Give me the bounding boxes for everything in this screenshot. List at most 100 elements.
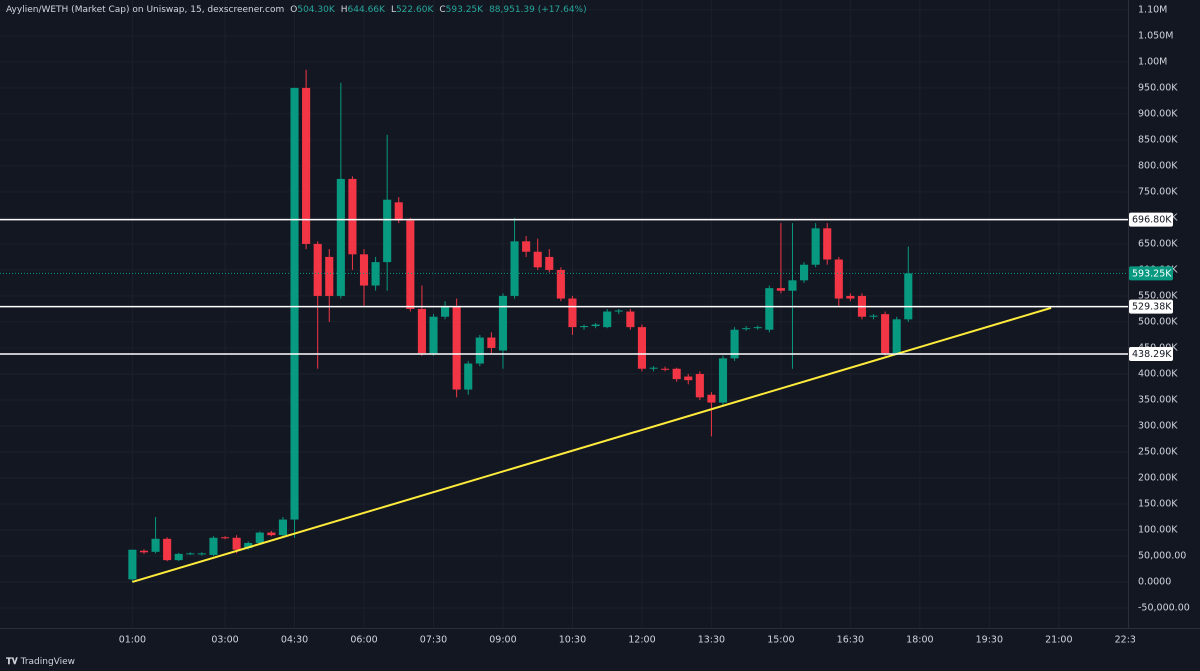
candle-body [406,220,415,309]
candle-body [232,537,241,550]
candle-body [348,178,357,255]
y-tick-label: 750.00K [1138,186,1178,197]
candle-body [255,532,264,543]
candle-body [464,363,473,390]
level-label-box [1129,212,1173,227]
level-label: 529.38K [1132,302,1172,313]
y-tick-label: 1.00M [1138,56,1167,67]
candle-body [800,264,809,281]
x-tick-label: 16:30 [837,635,864,646]
brand: 𝐓𝐕 TradingView [6,657,75,667]
candle-body [290,87,299,520]
x-tick-label: 19:30 [976,635,1003,646]
level-label: 593.25K [1132,268,1172,279]
candle-body [603,311,612,328]
legend-stat: O504.30K [290,5,335,15]
candle-body [394,202,403,221]
y-tick-label: 150.00K [1138,498,1178,509]
y-tick-label: 1.050M [1138,30,1173,41]
y-tick-label: 50,000.00 [1138,550,1186,561]
change: 88,951.39 (+17.64%) [489,5,587,15]
candle-body [718,358,728,403]
y-tick-label: 1.10M [1138,4,1167,15]
candle-body [209,537,218,555]
candle-body [707,394,716,403]
candle-body [278,519,287,536]
candle-body [336,178,345,296]
x-tick-label: 15:00 [767,635,794,646]
candle-body [776,288,785,291]
y-tick-label: 200.00K [1138,472,1178,483]
brand-name: TradingView [20,657,76,667]
chart-title: Ayylien/WETH (Market Cap) on Uniswap, 15… [6,5,285,15]
candle-body [128,549,137,580]
x-tick-label: 07:30 [420,635,447,646]
candle-body [429,316,438,354]
candle-body [522,241,531,252]
level-label-box [1129,347,1173,362]
legend-stat: C593.25K [439,5,483,15]
candle-body [661,368,670,370]
stat-value: 504.30K [297,5,335,15]
x-tick-label: 10:30 [559,635,586,646]
stat-key: H [340,5,348,15]
level-label: 438.29K [1132,349,1172,360]
candle-body [452,306,461,390]
candle-body [510,241,519,296]
stat-value: 644.66K [347,5,385,15]
candle-body [649,367,658,369]
stat-value: 522.60K [395,5,434,15]
y-tick-label: 800.00K [1138,160,1178,171]
candle-body [869,315,878,317]
x-tick-label: 21:00 [1045,635,1072,646]
y-tick-label: 250.00K [1138,446,1178,457]
y-tick-label: 400.00K [1138,368,1178,379]
candle-body [244,542,253,549]
candle-body [325,256,334,296]
y-tick-label: 300.00K [1138,420,1178,431]
candle-body [788,280,797,291]
candle-body [220,537,230,539]
candle-body [163,538,172,561]
candle-body [637,327,646,369]
x-tick-label: 13:30 [698,635,725,646]
level-label-box [1129,299,1173,314]
candle-body [545,256,554,270]
legend-stat: L522.60K [391,5,433,15]
x-tick-label: 22:30 [1115,635,1142,646]
x-tick-label: 03:00 [211,635,238,646]
y-tick-label: 500.00K [1138,316,1178,327]
candle-body [139,550,149,553]
candle-body [672,368,681,380]
candle-body [475,337,484,364]
candle-body [684,376,693,381]
candle-body [302,87,311,244]
candle-body [533,251,542,268]
y-axis: -50,000.00 0.0000 50,000.00 100.00K 150.00K 2… [1129,4,1190,613]
candle-body [881,314,890,354]
candle-body [267,532,276,536]
candle-body [846,295,855,299]
y-tick-label: 850.00K [1138,134,1178,145]
candle-body [568,298,577,328]
candle-body [151,538,160,552]
x-tick-label: 18:00 [906,635,933,646]
candle-body [487,337,496,348]
x-tick-label: 04:30 [281,635,308,646]
x-tick-label: 01:00 [119,635,146,646]
candle-body [313,243,322,296]
candle-body [498,295,508,351]
y-tick-label: 650.00K [1138,238,1178,249]
y-tick-label: 950.00K [1138,82,1178,93]
y-tick-label: 900.00K [1138,108,1178,119]
level-label: 696.80K [1132,215,1172,226]
candle-body [753,327,762,329]
candle-body [383,199,392,263]
y-tick-label: 550.00K [1138,290,1178,301]
y-tick-label: 350.00K [1138,394,1178,405]
candle-body [197,553,206,555]
grid [0,0,1128,628]
candle-body [626,311,635,328]
logo: 𝐓𝐕 [6,657,18,667]
candle-body [730,329,739,359]
